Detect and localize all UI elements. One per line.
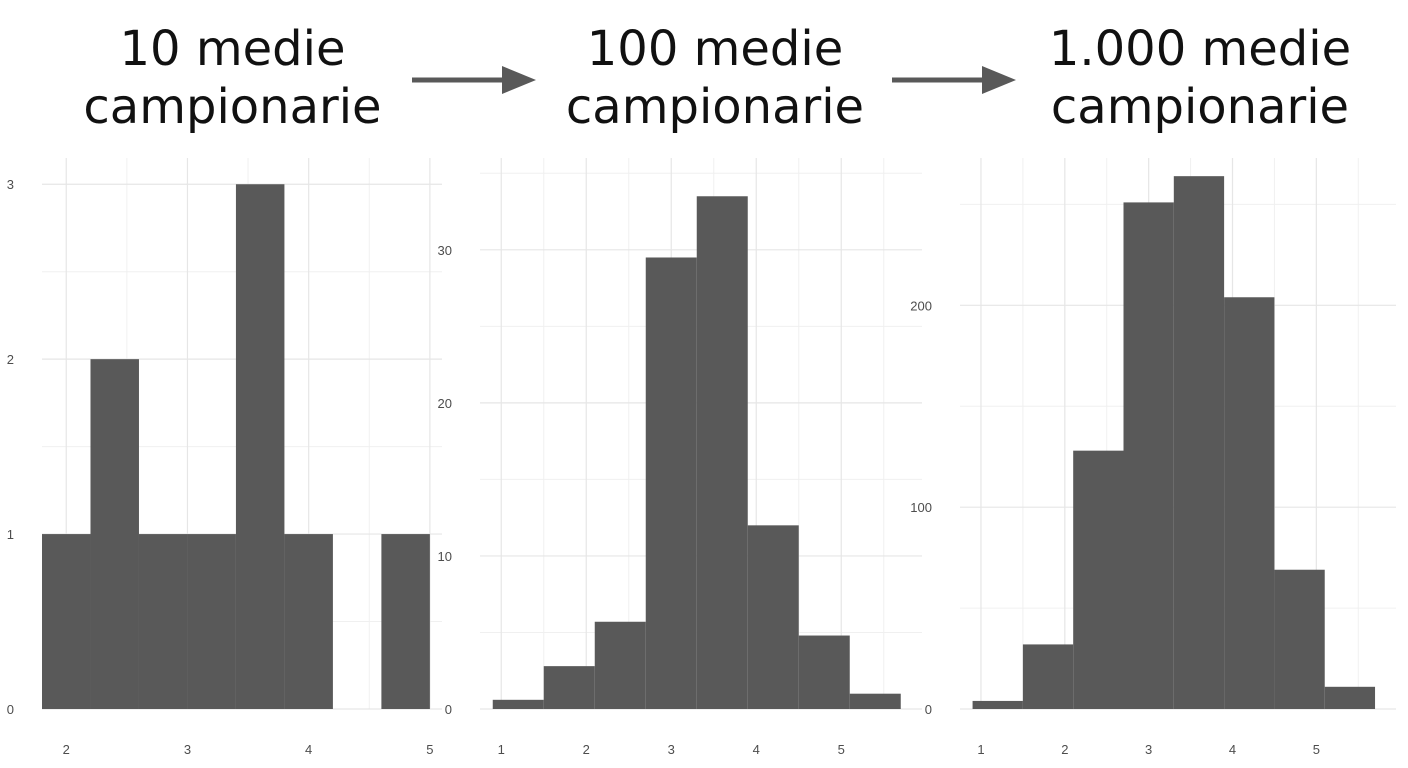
histogram-bar [187,534,236,709]
histogram-bar [972,700,1023,709]
histogram-bar [235,184,285,709]
arrow-right-icon [892,66,1016,94]
y-tick-label: 0 [7,702,14,717]
histogram-bar [90,359,139,709]
header-line-2: campionarie [83,79,382,135]
y-tick-label: 10 [438,549,452,564]
x-tick-label: 1 [977,742,984,757]
histogram-bar [1173,176,1225,709]
y-tick-label: 100 [910,500,932,515]
x-tick-label: 5 [426,742,433,757]
histogram-bar [1073,450,1124,709]
histogram-panel-2: 1 2 3 4 5 0 10 20 30 [438,158,922,757]
histogram-bar [543,666,595,709]
y-tick-label: 0 [925,702,932,717]
arrow-right-icon [412,66,536,94]
histogram-bar [1123,202,1174,709]
x-tick-label: 4 [305,742,312,757]
header-1000-means: 1.000 medie campionarie [1000,20,1400,136]
x-tick-label: 4 [1229,742,1236,757]
x-tick-label: 3 [1145,742,1152,757]
header-line-2: campionarie [1050,79,1350,135]
histogram-bar [798,635,850,709]
x-tick-label: 5 [1313,742,1320,757]
histogram-bar [1274,569,1325,709]
histogram-bar [284,534,333,709]
header-10-means: 10 medie campionarie [40,20,425,136]
y-tick-label: 2 [7,352,14,367]
y-tick-label: 30 [438,243,452,258]
header-line-1: 10 medie [119,21,346,77]
histogram-panel-3: 1 2 3 4 5 0 100 200 [910,158,1396,757]
histogram-panel-1: 2 3 4 5 0 1 2 3 [7,158,442,757]
histogram-bar [1224,297,1275,709]
histogram-bar [696,196,748,709]
header-line-1: 1.000 medie [1048,21,1352,77]
histogram-bar [645,257,697,709]
histogram-bar [594,621,646,709]
x-tick-label: 2 [1061,742,1068,757]
histogram-bar [1324,686,1376,709]
histogram-bar [492,699,544,709]
x-tick-label: 2 [63,742,70,757]
x-tick-label: 2 [583,742,590,757]
x-tick-label: 3 [668,742,675,757]
x-tick-label: 4 [753,742,760,757]
histogram-bar [747,525,799,709]
y-tick-label: 200 [910,298,932,313]
y-tick-label: 3 [7,177,14,192]
histogram-bar [138,534,188,709]
y-tick-label: 1 [7,527,14,542]
histogram-bar [381,534,430,709]
histogram-bar [1022,644,1074,709]
x-tick-label: 1 [498,742,505,757]
y-tick-label: 20 [438,396,452,411]
header-100-means: 100 medie campionarie [520,20,910,136]
x-tick-label: 5 [838,742,845,757]
histogram-bar [849,693,901,709]
header-line-1: 100 medie [586,21,844,77]
x-tick-label: 3 [184,742,191,757]
y-tick-label: 0 [445,702,452,717]
histogram-bar [42,534,91,709]
header-line-2: campionarie [565,79,865,135]
